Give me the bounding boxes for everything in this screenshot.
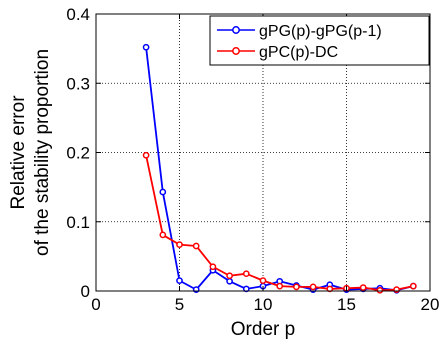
series-line-2 — [145, 155, 414, 292]
series-group — [142, 43, 417, 294]
x-axis-title: Order p — [231, 319, 295, 340]
legend-marker-series-1 — [232, 26, 240, 34]
data-point-series-1 — [159, 188, 167, 196]
y-axis-title-line-1: Relative error — [8, 95, 29, 210]
legend-box — [209, 15, 430, 66]
data-point-series-2 — [209, 263, 217, 271]
y-tick-label: 0.3 — [66, 74, 90, 93]
data-point-series-2 — [242, 270, 250, 278]
data-point-series-2 — [376, 286, 384, 294]
data-point-series-1 — [226, 277, 233, 285]
data-point-series-2 — [226, 272, 233, 280]
data-point-series-2 — [409, 282, 417, 290]
x-tick-label: 0 — [91, 295, 100, 314]
data-point-series-2 — [159, 231, 167, 239]
data-point-series-2 — [176, 241, 183, 248]
x-tick-label: 20 — [421, 295, 440, 314]
x-tick-label: 5 — [175, 295, 184, 314]
x-tick-label: 15 — [337, 295, 356, 314]
legend: gPG(p)-gPG(p-1) gPC(p)-DC — [209, 15, 430, 66]
legend-label-series-1: gPG(p)-gPG(p-1) — [259, 23, 382, 40]
data-point-series-2 — [309, 283, 317, 291]
x-tick-label: 10 — [254, 295, 273, 314]
legend-marker-series-2 — [232, 47, 240, 55]
data-point-series-2 — [192, 242, 200, 250]
y-tick-label: 0.1 — [66, 213, 90, 232]
data-point-series-2 — [359, 284, 367, 291]
legend-label-series-2: gPC(p)-DC — [259, 44, 338, 61]
data-point-series-2 — [142, 151, 150, 159]
data-point-series-1 — [242, 285, 250, 293]
data-point-series-1 — [142, 43, 150, 51]
data-point-series-2 — [293, 283, 300, 291]
data-point-series-2 — [326, 285, 334, 293]
y-axis-title-line-2: of the stability proportion — [32, 49, 53, 256]
series-line-1 — [145, 47, 414, 292]
ticks: 0 5 10 15 20 0 0.1 0.2 0.3 0.4 — [66, 5, 439, 314]
data-point-series-1 — [176, 277, 183, 284]
y-tick-label: 0.2 — [66, 144, 90, 163]
data-point-series-2 — [276, 282, 284, 290]
data-point-series-2 — [259, 277, 267, 284]
y-tick-label: 0 — [81, 282, 90, 301]
y-tick-label: 0.4 — [66, 5, 90, 24]
grid — [96, 14, 430, 291]
